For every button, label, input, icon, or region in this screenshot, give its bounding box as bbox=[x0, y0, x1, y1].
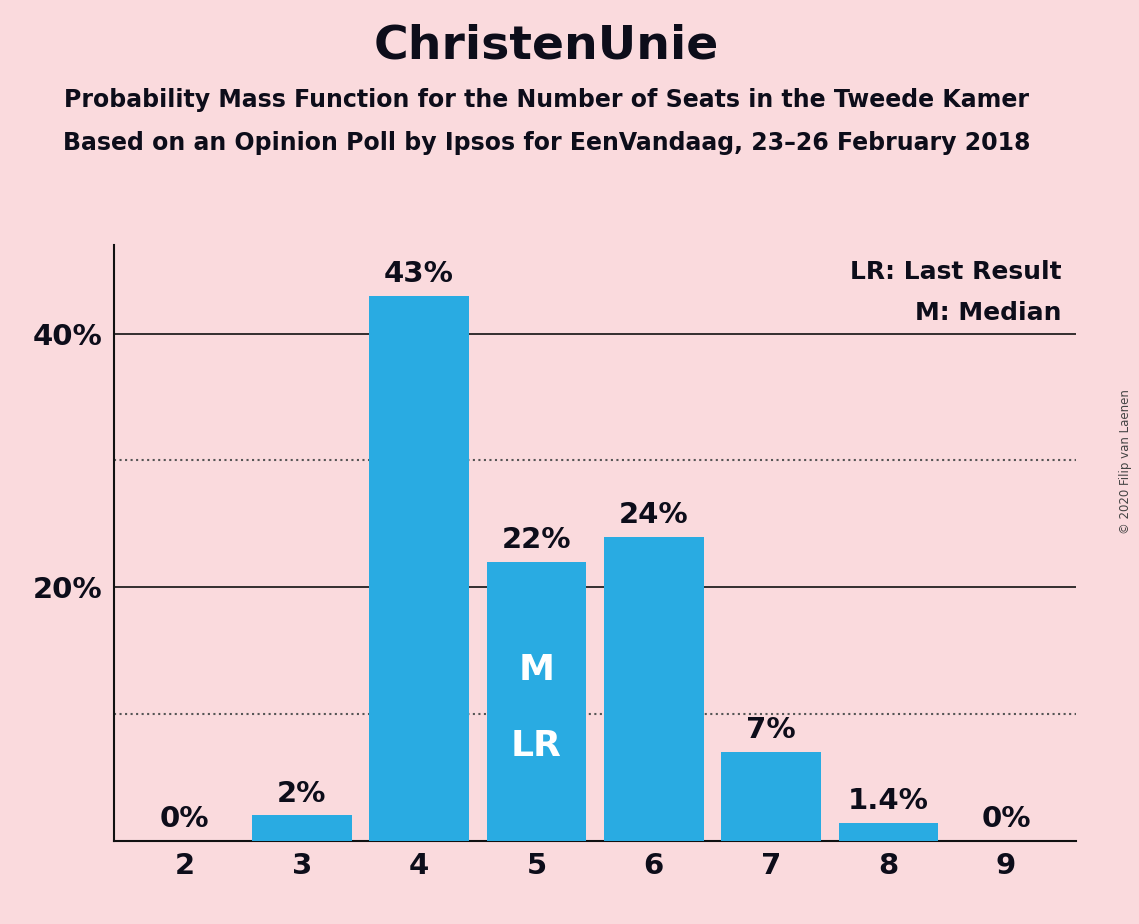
Text: Based on an Opinion Poll by Ipsos for EenVandaag, 23–26 February 2018: Based on an Opinion Poll by Ipsos for Ee… bbox=[63, 131, 1031, 155]
Text: Probability Mass Function for the Number of Seats in the Tweede Kamer: Probability Mass Function for the Number… bbox=[64, 88, 1030, 112]
Text: 7%: 7% bbox=[746, 716, 796, 745]
Bar bbox=[838, 823, 939, 841]
Text: M: M bbox=[518, 652, 555, 687]
Text: LR: LR bbox=[511, 729, 562, 762]
Text: 2%: 2% bbox=[277, 780, 327, 808]
Text: LR: Last Result: LR: Last Result bbox=[851, 260, 1062, 284]
Text: 22%: 22% bbox=[501, 527, 571, 554]
Bar bbox=[721, 752, 821, 841]
Text: ChristenUnie: ChristenUnie bbox=[374, 23, 720, 68]
Text: 43%: 43% bbox=[384, 260, 454, 288]
Text: © 2020 Filip van Laenen: © 2020 Filip van Laenen bbox=[1118, 390, 1132, 534]
Bar bbox=[369, 296, 469, 841]
Bar bbox=[486, 562, 587, 841]
Bar bbox=[252, 816, 352, 841]
Text: 0%: 0% bbox=[981, 805, 1031, 833]
Text: 0%: 0% bbox=[159, 805, 210, 833]
Text: M: Median: M: Median bbox=[916, 301, 1062, 325]
Text: 1.4%: 1.4% bbox=[849, 787, 929, 816]
Text: 24%: 24% bbox=[618, 501, 689, 529]
Bar bbox=[604, 537, 704, 841]
